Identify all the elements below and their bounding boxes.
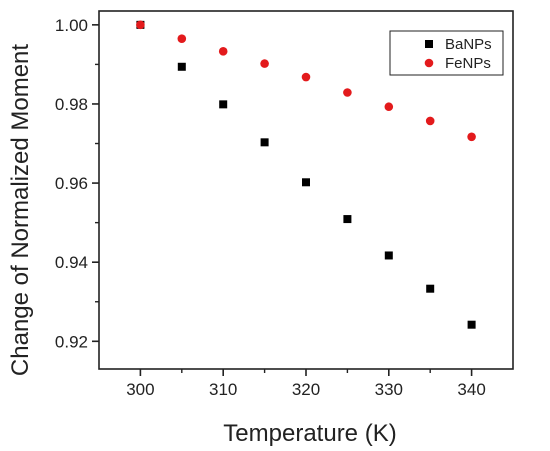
point-banps [219, 100, 228, 109]
point-banps [260, 138, 269, 147]
legend-marker-fenps [424, 58, 434, 68]
point-banps [302, 178, 310, 187]
point-fenps [218, 47, 228, 56]
point-banps [384, 251, 393, 260]
point-fenps [260, 59, 269, 68]
y-tick-label: 1.00 [55, 16, 88, 35]
point-fenps [301, 72, 311, 82]
y-tick-label: 0.96 [55, 174, 88, 193]
data-markers [136, 20, 476, 329]
y-axis-ticks: 0.92 0.94 0.96 0.98 1.00 [55, 16, 99, 351]
point-fenps [384, 102, 394, 112]
x-axis-label: Temperature (K) [223, 420, 396, 447]
legend-box [389, 30, 504, 76]
y-tick-label: 0.98 [55, 95, 88, 114]
point-banps [426, 284, 435, 293]
x-tick-label: 340 [457, 380, 485, 399]
legend-label-banps: BaNPs [445, 36, 492, 53]
point-fenps [467, 132, 476, 142]
legend-label-fenps: FeNPs [445, 55, 491, 72]
y-axis-label: Change of Normalized Moment [7, 44, 34, 376]
y-tick-label: 0.94 [55, 253, 88, 272]
legend-marker-banps [425, 40, 433, 48]
x-axis-ticks: 300 310 320 330 340 [126, 369, 486, 399]
point-fenps [425, 116, 435, 126]
point-banps [467, 320, 476, 329]
x-tick-label: 300 [126, 380, 154, 399]
legend: BaNPs FeNPs [389, 30, 504, 76]
point-banps [343, 215, 352, 224]
point-fenps [177, 34, 187, 43]
x-tick-label: 330 [375, 380, 403, 399]
point-fenps [136, 20, 145, 30]
x-tick-label: 310 [209, 380, 237, 399]
point-banps [177, 62, 186, 71]
y-tick-label: 0.92 [55, 332, 88, 351]
point-fenps [343, 88, 352, 97]
plot-frame [98, 10, 514, 370]
x-tick-label: 320 [292, 380, 320, 399]
